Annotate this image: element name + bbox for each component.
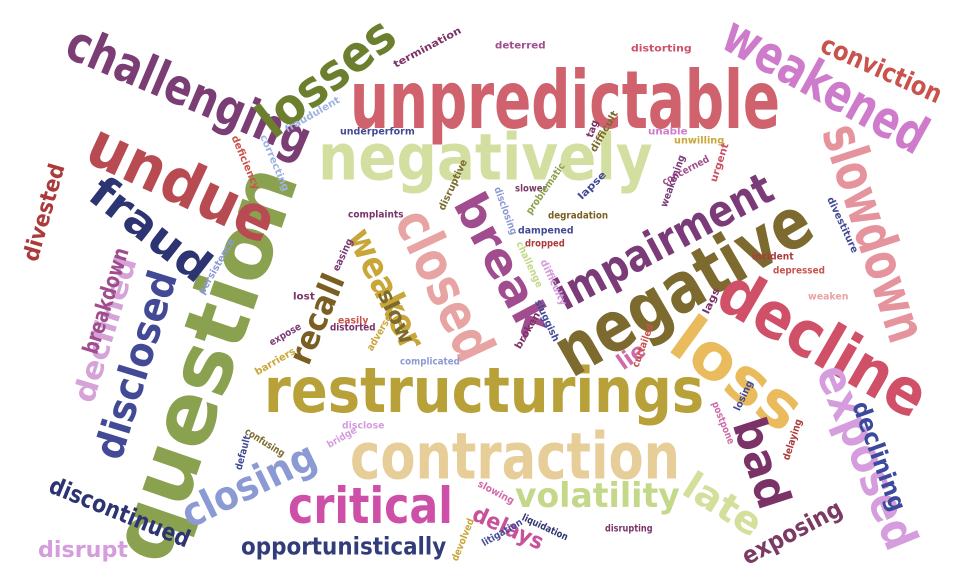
word: depressed — [773, 264, 825, 276]
word: critical — [288, 477, 453, 536]
word-text: disrupt — [38, 537, 128, 564]
word-text: dampened — [518, 224, 574, 236]
word-text: underperform — [340, 125, 415, 137]
word: complaints — [348, 208, 404, 220]
word: negatively — [318, 126, 653, 190]
word-text: critical — [288, 477, 453, 536]
word: dropped — [525, 237, 565, 249]
word: incident — [752, 250, 794, 262]
word: disrupt — [38, 537, 128, 564]
word-text: unable — [648, 125, 688, 137]
word-text: volatility — [515, 476, 680, 517]
word: distorting — [631, 42, 692, 54]
word-text: complaints — [348, 208, 404, 220]
word: opportunistically — [241, 534, 446, 558]
word: deterred — [495, 39, 546, 51]
word: devolved — [449, 516, 477, 563]
word: disrupting — [605, 522, 653, 534]
word-text: deterred — [495, 39, 546, 51]
word-text: divested — [18, 160, 71, 265]
word-text: urgent — [707, 141, 732, 184]
word: volatility — [515, 476, 680, 517]
word: contraction — [350, 425, 680, 489]
word-text: contraction — [350, 419, 681, 495]
word-text: unwilling — [674, 134, 725, 146]
word-text: unpredictable — [350, 54, 780, 148]
word-text: distorting — [631, 42, 692, 54]
word-text: dropped — [525, 237, 565, 249]
word: urgent — [707, 141, 732, 184]
word: distorted — [330, 321, 376, 333]
word: complicated — [400, 355, 460, 367]
word: divested — [18, 160, 71, 265]
word-text: devolved — [449, 516, 477, 563]
word: weaken — [808, 290, 849, 302]
word-text: opportunistically — [241, 531, 447, 561]
word: easily — [338, 314, 369, 326]
word-text: degradation — [548, 209, 609, 221]
word-text: incident — [752, 250, 794, 262]
word: slower — [515, 182, 547, 194]
word-text: restructurings — [264, 354, 705, 427]
word-text: complicated — [400, 355, 460, 367]
word: underperform — [340, 125, 415, 137]
word-text: slower — [515, 182, 547, 194]
word-text: distorted — [330, 321, 376, 333]
word: disclose — [342, 419, 385, 431]
word: unable — [648, 125, 688, 137]
word: unwilling — [674, 134, 725, 146]
word: unpredictable — [350, 61, 780, 141]
word-text: easily — [338, 314, 369, 326]
word-text: depressed — [773, 264, 825, 276]
word-text: weaken — [808, 290, 849, 302]
word: dampened — [518, 224, 574, 236]
word-text: disclose — [342, 419, 385, 431]
word-text: disrupting — [605, 522, 653, 534]
word: lost — [293, 290, 315, 302]
word-text: negatively — [318, 120, 653, 196]
word: degradation — [548, 209, 609, 221]
word-text: lost — [293, 290, 315, 302]
word: restructurings — [264, 354, 705, 427]
